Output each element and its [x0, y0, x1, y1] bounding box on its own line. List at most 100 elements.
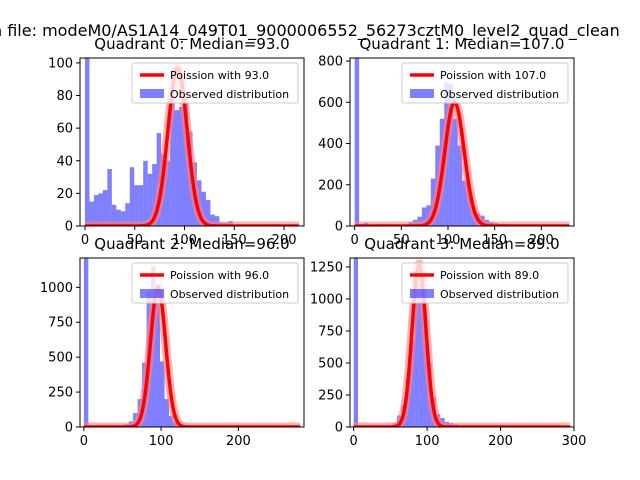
- q1-y-tick-label: 800: [318, 55, 343, 70]
- quadrant-2-panel: Quadrant 2: Median=96.0 0 100 200 0 250 500 750…: [40, 235, 305, 449]
- q0-observed-bar: [107, 168, 112, 226]
- q3-x-tick-label: 300: [562, 434, 587, 449]
- q0-observed-bar: [174, 110, 180, 226]
- q0-y-tick-label: 0: [65, 220, 73, 235]
- q2-y-tick-label: 500: [48, 351, 73, 366]
- q2-legend-observed-label: Observed distribution: [170, 288, 289, 301]
- q0-y-tick-label: 80: [56, 89, 73, 104]
- q0-legend-poisson-label: Poission with 93.0: [170, 69, 269, 82]
- q1-x-tick-label: 50: [393, 233, 410, 248]
- q3-observed-bar: [414, 278, 419, 427]
- q0-observed-bar: [210, 214, 215, 226]
- q2-observed-bar: [164, 399, 169, 427]
- q0-observed-bar: [125, 203, 130, 226]
- q3-y-tick-label: 750: [318, 324, 343, 339]
- q1-observed-bar: [448, 83, 454, 226]
- q0-observed-bar: [147, 173, 153, 226]
- q3-observed-bar: [353, 258, 359, 427]
- q0-y-tick-label: 60: [56, 122, 73, 137]
- q3-observed-bar: [418, 272, 424, 427]
- q0-x-tick-label: 200: [272, 233, 297, 248]
- q2-y-tick-label: 0: [65, 421, 73, 436]
- q0-observed-bar: [102, 190, 108, 226]
- q0-observed-bar: [116, 209, 121, 226]
- q3-y-tick-label: 1000: [310, 292, 343, 307]
- q3-y-tick-label: 0: [335, 421, 343, 436]
- q1-x-tick-label: 0: [351, 233, 359, 248]
- q0-observed-bar: [201, 191, 206, 226]
- q0-observed-bar: [143, 160, 148, 226]
- q1-observed-bar: [354, 58, 360, 226]
- q0-observed-bar: [179, 106, 184, 226]
- q2-x-tick-label: 100: [149, 434, 174, 449]
- q1-poisson-curve: [354, 100, 570, 226]
- q1-axes-frame: [349, 57, 575, 227]
- q2-poisson-halo: [83, 282, 301, 427]
- q0-observed-bar: [183, 95, 189, 226]
- q2-observed-bar: [160, 361, 165, 427]
- q2-y-tick-label: 250: [48, 386, 73, 401]
- q1-legend-observed-label: Observed distribution: [440, 88, 559, 101]
- q1-legend-box: [401, 62, 569, 104]
- q1-y-tick-label: 0: [335, 220, 343, 235]
- q2-legend-observed-swatch: [140, 289, 164, 298]
- q0-observed-bar: [214, 216, 220, 226]
- q1-legend-observed-swatch: [410, 89, 434, 98]
- q0-observed-bar: [152, 164, 157, 226]
- q2-legend-poisson-label: Poission with 96.0: [170, 269, 269, 282]
- q2-title: Quadrant 2: Median=96.0: [94, 235, 289, 253]
- q0-poisson-curve: [84, 65, 300, 226]
- q1-y-tick-label: 400: [318, 137, 343, 152]
- q0-title: Quadrant 0: Median=93.0: [94, 35, 289, 53]
- q2-observed-bar: [83, 258, 89, 427]
- q0-x-tick-label: 50: [126, 233, 143, 248]
- q0-observed-bar: [98, 193, 103, 226]
- q0-y-tick-label: 20: [56, 187, 73, 202]
- q0-observed-bar: [84, 58, 90, 226]
- q0-y-tick-label: 40: [56, 154, 73, 169]
- q3-axes-frame: [349, 257, 575, 428]
- q0-legend-box: [131, 62, 299, 104]
- q1-observed-bar: [462, 180, 467, 226]
- q1-y-tick-label: 600: [318, 96, 343, 111]
- q3-title: Quadrant 3: Median=89.0: [364, 235, 559, 253]
- q3-x-tick-label: 200: [488, 434, 513, 449]
- q3-legend-observed-label: Observed distribution: [440, 288, 559, 301]
- q0-legend-observed-label: Observed distribution: [170, 88, 289, 101]
- quadrant-0-panel: Quadrant 0: Median=93.0 0 50 100 150 200 0 20 40…: [48, 35, 305, 248]
- q3-x-tick-label: 100: [415, 434, 440, 449]
- q2-x-tick-label: 0: [80, 434, 88, 449]
- q1-x-tick-label: 100: [436, 233, 461, 248]
- q3-y-tick-label: 500: [318, 356, 343, 371]
- q1-observed-bar: [453, 118, 458, 226]
- q3-legend-poisson-label: Poission with 89.0: [440, 269, 539, 282]
- q0-observed-bar: [120, 211, 126, 226]
- q0-observed-bar: [165, 160, 171, 226]
- q3-x-tick-label: 0: [350, 434, 358, 449]
- q2-legend-box: [131, 262, 299, 304]
- q0-observed-bar: [93, 195, 99, 226]
- q2-y-tick-label: 1000: [40, 281, 73, 296]
- q2-x-tick-label: 200: [226, 434, 251, 449]
- q1-observed-bar: [421, 207, 427, 226]
- q2-axes-frame: [79, 257, 305, 428]
- q0-observed-bar: [134, 185, 139, 226]
- q2-y-tick-label: 750: [48, 316, 73, 331]
- q1-title: Quadrant 1: Median=107.0: [360, 35, 565, 53]
- quadrant-3-panel: Quadrant 3: Median=89.00 100 200 3000250500…: [310, 235, 587, 449]
- q1-legend-poisson-label: Poission with 107.0: [440, 69, 546, 82]
- q0-y-tick-label: 100: [48, 56, 73, 71]
- q0-observed-bar: [170, 95, 175, 226]
- q0-x-tick-label: 100: [172, 233, 197, 248]
- q0-axes-frame: [79, 57, 305, 227]
- q2-observed-bar: [168, 415, 174, 427]
- q0-observed-bar: [111, 204, 117, 226]
- q1-x-tick-label: 200: [529, 233, 554, 248]
- q0-x-tick-label: 150: [222, 233, 247, 248]
- q3-legend-observed-swatch: [410, 289, 434, 298]
- q0-observed-bar: [129, 167, 135, 226]
- q2-observed-bar: [155, 298, 161, 427]
- q1-observed-bar: [457, 145, 463, 226]
- q0-observed-bar: [89, 201, 94, 226]
